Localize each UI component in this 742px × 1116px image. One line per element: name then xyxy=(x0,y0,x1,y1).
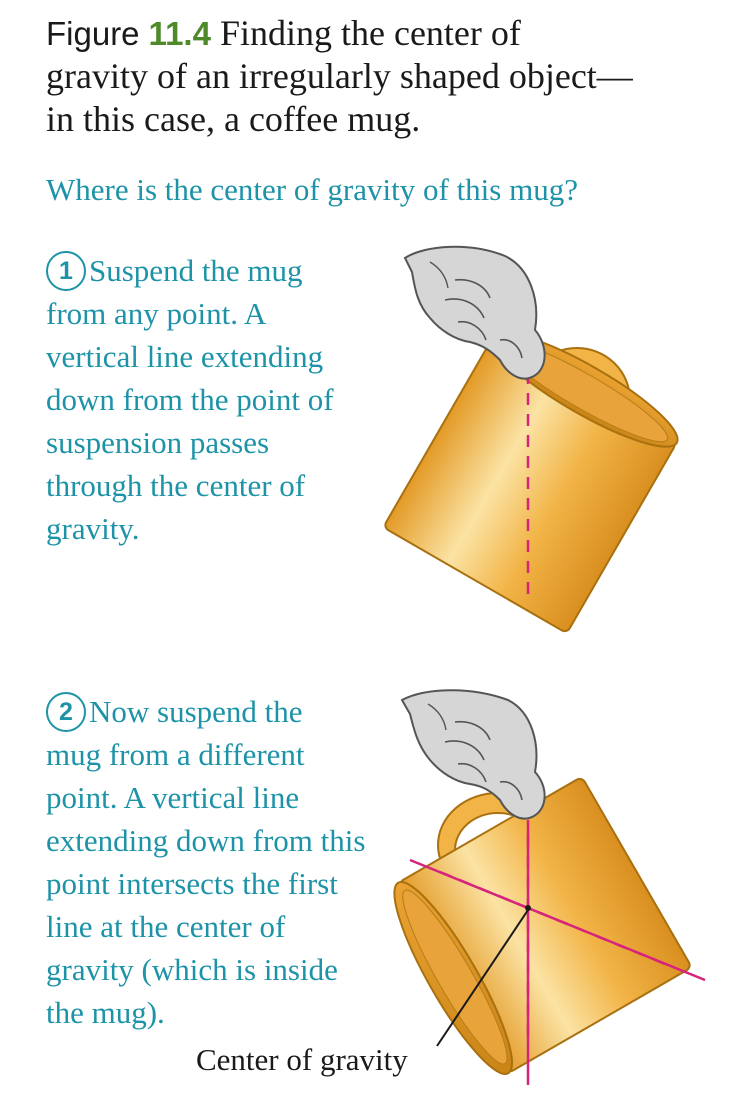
center-of-gravity-label: Center of gravity xyxy=(196,1042,408,1077)
step-2-line-6: line at the center of xyxy=(46,909,286,944)
step-2-line-8: the mug). xyxy=(46,995,165,1030)
step-1-line-5: suspension passes xyxy=(46,425,270,460)
step-2-text: 2 Now suspend the mug from a different po… xyxy=(46,690,365,1034)
step-1-line-6: through the center of xyxy=(46,468,306,503)
caption-text-line-2: gravity of an irregularly shaped object— xyxy=(46,56,633,96)
step-1-line-2: from any point. A xyxy=(46,296,267,331)
figure-word: Figure xyxy=(46,15,140,52)
step-1-text: 1 Suspend the mug from any point. A verti… xyxy=(46,249,334,550)
step-2-line-4: extending down from this xyxy=(46,823,366,858)
step-2-number: 2 xyxy=(46,692,86,732)
figure-number: 11.4 xyxy=(148,15,211,52)
hand-1-icon xyxy=(403,245,546,380)
figure-caption: Figure 11.4 Finding the center of gravit… xyxy=(46,12,726,141)
mug-2 xyxy=(393,777,691,1076)
center-of-gravity-point xyxy=(525,905,531,911)
step-1-illustration xyxy=(384,245,679,633)
step-1-line-4: down from the point of xyxy=(46,382,334,417)
step-2-line-1: Now suspend the xyxy=(89,694,303,729)
step-1-line-1: Suspend the mug xyxy=(89,253,303,288)
caption-text-line-1: Finding the center of xyxy=(219,13,521,53)
caption-text-line-3: in this case, a coffee mug. xyxy=(46,99,421,139)
step-2-illustration xyxy=(393,689,706,1085)
hand-2-icon xyxy=(400,689,546,820)
step-1-line-7: gravity. xyxy=(46,511,140,546)
step-2-line-7: gravity (which is inside xyxy=(46,952,338,987)
step-2-line-2: mug from a different xyxy=(46,737,305,772)
step-1-line-3: vertical line extending xyxy=(46,339,324,374)
center-of-gravity-leader xyxy=(436,909,529,1047)
step-1-number: 1 xyxy=(46,251,86,291)
question-text: Where is the center of gravity of this m… xyxy=(46,172,578,207)
step-2-line-5: point intersects the first xyxy=(46,866,338,901)
step-2-line-3: point. A vertical line xyxy=(46,780,300,815)
